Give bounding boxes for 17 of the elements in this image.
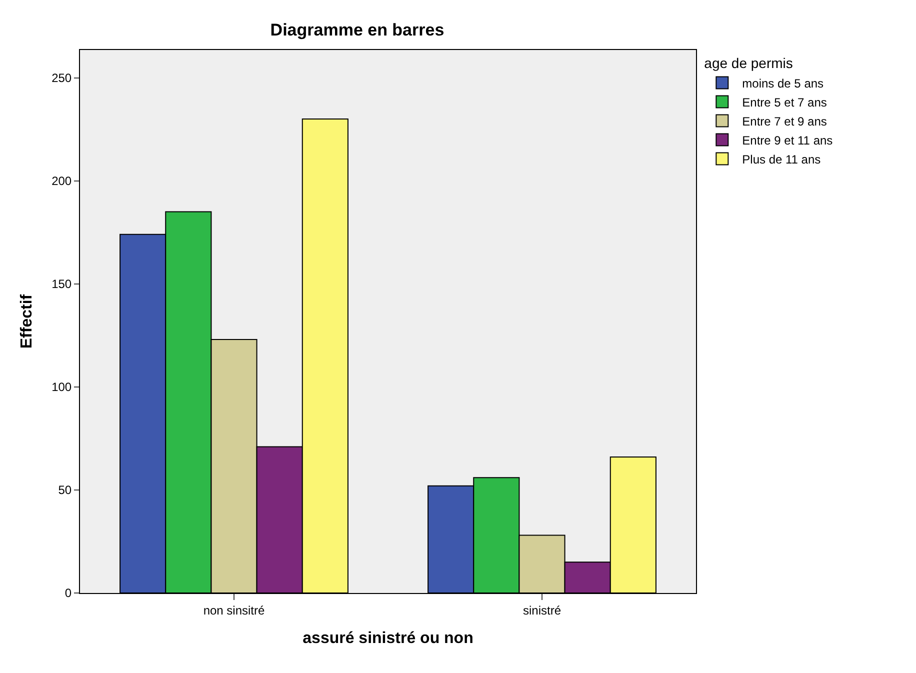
legend-title: age de permis <box>704 55 793 72</box>
y-tick-label: 100 <box>52 380 72 394</box>
legend-label: moins de 5 ans <box>742 76 824 90</box>
x-tick-label: sinistré <box>522 603 562 618</box>
y-tick-label: 150 <box>52 277 72 292</box>
chart-title: Diagramme en barres <box>270 20 444 40</box>
legend-label: Plus de 11 ans <box>742 152 821 166</box>
x-tick-label: non sinsitré <box>203 603 266 618</box>
y-tick-label: 200 <box>52 174 72 188</box>
y-tick-label: 0 <box>64 586 72 600</box>
y-axis-title: Effectif <box>18 294 36 349</box>
y-tick-label: 250 <box>52 71 72 86</box>
legend-label: Entre 9 et 11 ans <box>742 133 833 148</box>
legend-label: Entre 5 et 7 ans <box>742 95 827 110</box>
legend-label: Entre 7 et 9 ans <box>742 114 827 128</box>
x-axis-title: assuré sinistré ou non <box>302 630 474 648</box>
y-tick-label: 50 <box>58 483 72 498</box>
